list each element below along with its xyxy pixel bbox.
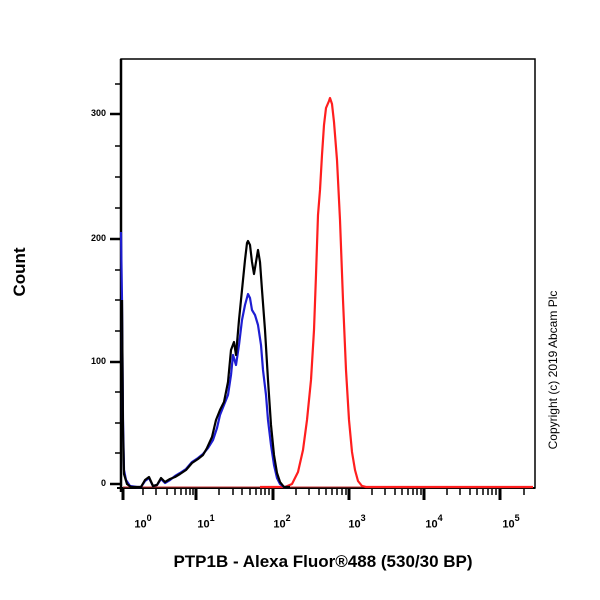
x-tick-10e1: 101 xyxy=(197,513,215,531)
y-tick-200: 200 xyxy=(90,233,106,243)
y-ticks xyxy=(110,83,121,486)
x-tick-10e3: 103 xyxy=(348,513,366,531)
x-tick-10e2: 102 xyxy=(273,513,291,531)
x-ticks xyxy=(121,488,525,500)
plot-frame xyxy=(120,58,536,489)
y-tick-100: 100 xyxy=(90,356,106,366)
y-tick-0: 0 xyxy=(100,478,106,488)
y-axis-title: Count xyxy=(10,247,29,297)
x-tick-10e4: 104 xyxy=(425,513,443,531)
x-tick-10e0: 100 xyxy=(134,513,152,531)
y-tick-300: 300 xyxy=(90,108,106,118)
copyright-notice: Copyright (c) 2019 Abcam Plc xyxy=(546,290,560,450)
series-black-control xyxy=(120,239,290,489)
x-axis-title: PTP1B - Alexa Fluor®488 (530/30 BP) xyxy=(173,552,473,571)
x-tick-10e5: 105 xyxy=(502,513,520,531)
series-red-stained xyxy=(260,96,533,489)
